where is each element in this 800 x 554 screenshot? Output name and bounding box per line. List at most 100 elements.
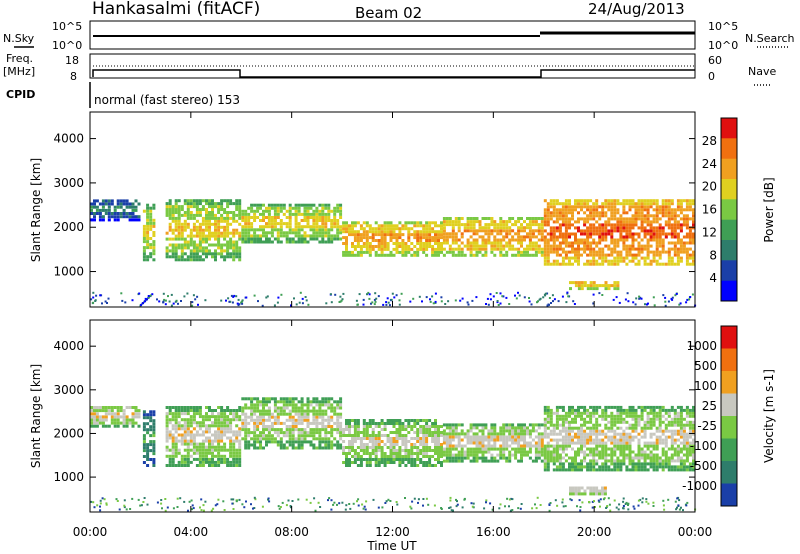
echo-cell [205, 202, 208, 206]
echo-cell [226, 255, 230, 259]
echo-cell [431, 434, 435, 437]
echo-cell [348, 250, 351, 254]
echo-cell [580, 441, 583, 445]
echo-cell [531, 247, 535, 251]
echo-cell [520, 217, 523, 220]
echo-cell [555, 426, 559, 430]
echo-cell [454, 238, 458, 242]
echo-cell [523, 438, 526, 442]
echo-cell [244, 216, 248, 219]
echo-cell [661, 244, 665, 248]
echo-cell [238, 234, 242, 238]
echo-cell [180, 255, 184, 259]
echo-cell [371, 446, 375, 449]
echo-cell [217, 237, 221, 241]
echo-cell [622, 229, 626, 233]
echo-cell [568, 429, 571, 433]
echo-cell [628, 208, 632, 212]
echo-cell [177, 237, 181, 241]
echo-cell [217, 427, 221, 431]
noise-cell [279, 506, 282, 508]
echo-cell [502, 220, 506, 224]
echo-cell [577, 432, 580, 436]
echo-cell [180, 213, 184, 217]
echo-cell [365, 224, 369, 228]
echo-cell [214, 252, 217, 256]
echo-cell [676, 220, 680, 224]
echo-cell [192, 433, 196, 437]
echo-cell [214, 460, 217, 464]
echo-cell [685, 250, 689, 254]
echo-cell [220, 421, 224, 425]
echo-cell [253, 234, 257, 238]
noise-cell [301, 297, 304, 300]
echo-cell [564, 417, 568, 421]
echo-cell [440, 245, 443, 248]
echo-cell [649, 229, 653, 233]
echo-cell [625, 256, 629, 260]
echo-cell [250, 228, 254, 232]
echo-cell [580, 447, 583, 451]
echo-cell [395, 242, 399, 245]
echo-cell [339, 212, 343, 216]
echo-cell [327, 206, 331, 210]
noise-cell [685, 504, 688, 507]
echo-cell [192, 457, 196, 461]
echo-cell [392, 236, 396, 240]
echo-cell [282, 400, 286, 404]
echo-cell [198, 406, 202, 409]
echo-cell [110, 421, 114, 425]
echo-cell [186, 454, 190, 458]
echo-cell [122, 415, 126, 419]
echo-cell [601, 226, 605, 230]
echo-cell [235, 464, 239, 467]
echo-cell [622, 202, 626, 206]
echo-cell [244, 212, 248, 216]
echo-cell [493, 238, 497, 242]
echo-cell [595, 447, 599, 451]
echo-cell [395, 428, 399, 431]
echo-cell [643, 205, 647, 209]
noise-cell [223, 509, 226, 511]
echo-cell [646, 229, 650, 233]
echo-cell [592, 223, 596, 227]
echo-cell [220, 202, 224, 206]
echo-cell [353, 440, 357, 443]
echo-cell [487, 229, 491, 233]
echo-cell [688, 238, 692, 242]
echo-cell [502, 438, 506, 442]
echo-cell [303, 225, 307, 229]
echo-cell [359, 250, 363, 254]
echo-cell [610, 405, 614, 409]
echo-cell [300, 428, 304, 432]
echo-cell [142, 455, 146, 458]
noise-cell [329, 293, 332, 296]
noise-cell [163, 298, 166, 301]
echo-cell [475, 229, 479, 233]
echo-cell [451, 426, 455, 430]
echo-cell [256, 403, 260, 407]
echo-cell [205, 240, 208, 244]
echo-cell [220, 424, 224, 428]
echo-cell [93, 199, 96, 203]
echo-cell [589, 284, 593, 288]
echo-cell [431, 437, 435, 440]
echo-cell [226, 252, 230, 256]
echo-cell [631, 223, 635, 227]
echo-cell [546, 205, 550, 209]
noise-cell [510, 497, 513, 500]
echo-cell [454, 423, 458, 427]
echo-cell [552, 220, 556, 224]
echo-cell [211, 409, 214, 412]
echo-cell [457, 217, 461, 220]
echo-cell [189, 240, 193, 244]
echo-cell [598, 465, 602, 469]
echo-cell [128, 418, 132, 422]
echo-cell [362, 449, 366, 452]
echo-cell [679, 256, 683, 260]
echo-cell [466, 247, 470, 251]
echo-cell [475, 459, 479, 463]
echo-cell [437, 425, 440, 428]
echo-cell [410, 464, 414, 467]
echo-cell [180, 258, 184, 262]
